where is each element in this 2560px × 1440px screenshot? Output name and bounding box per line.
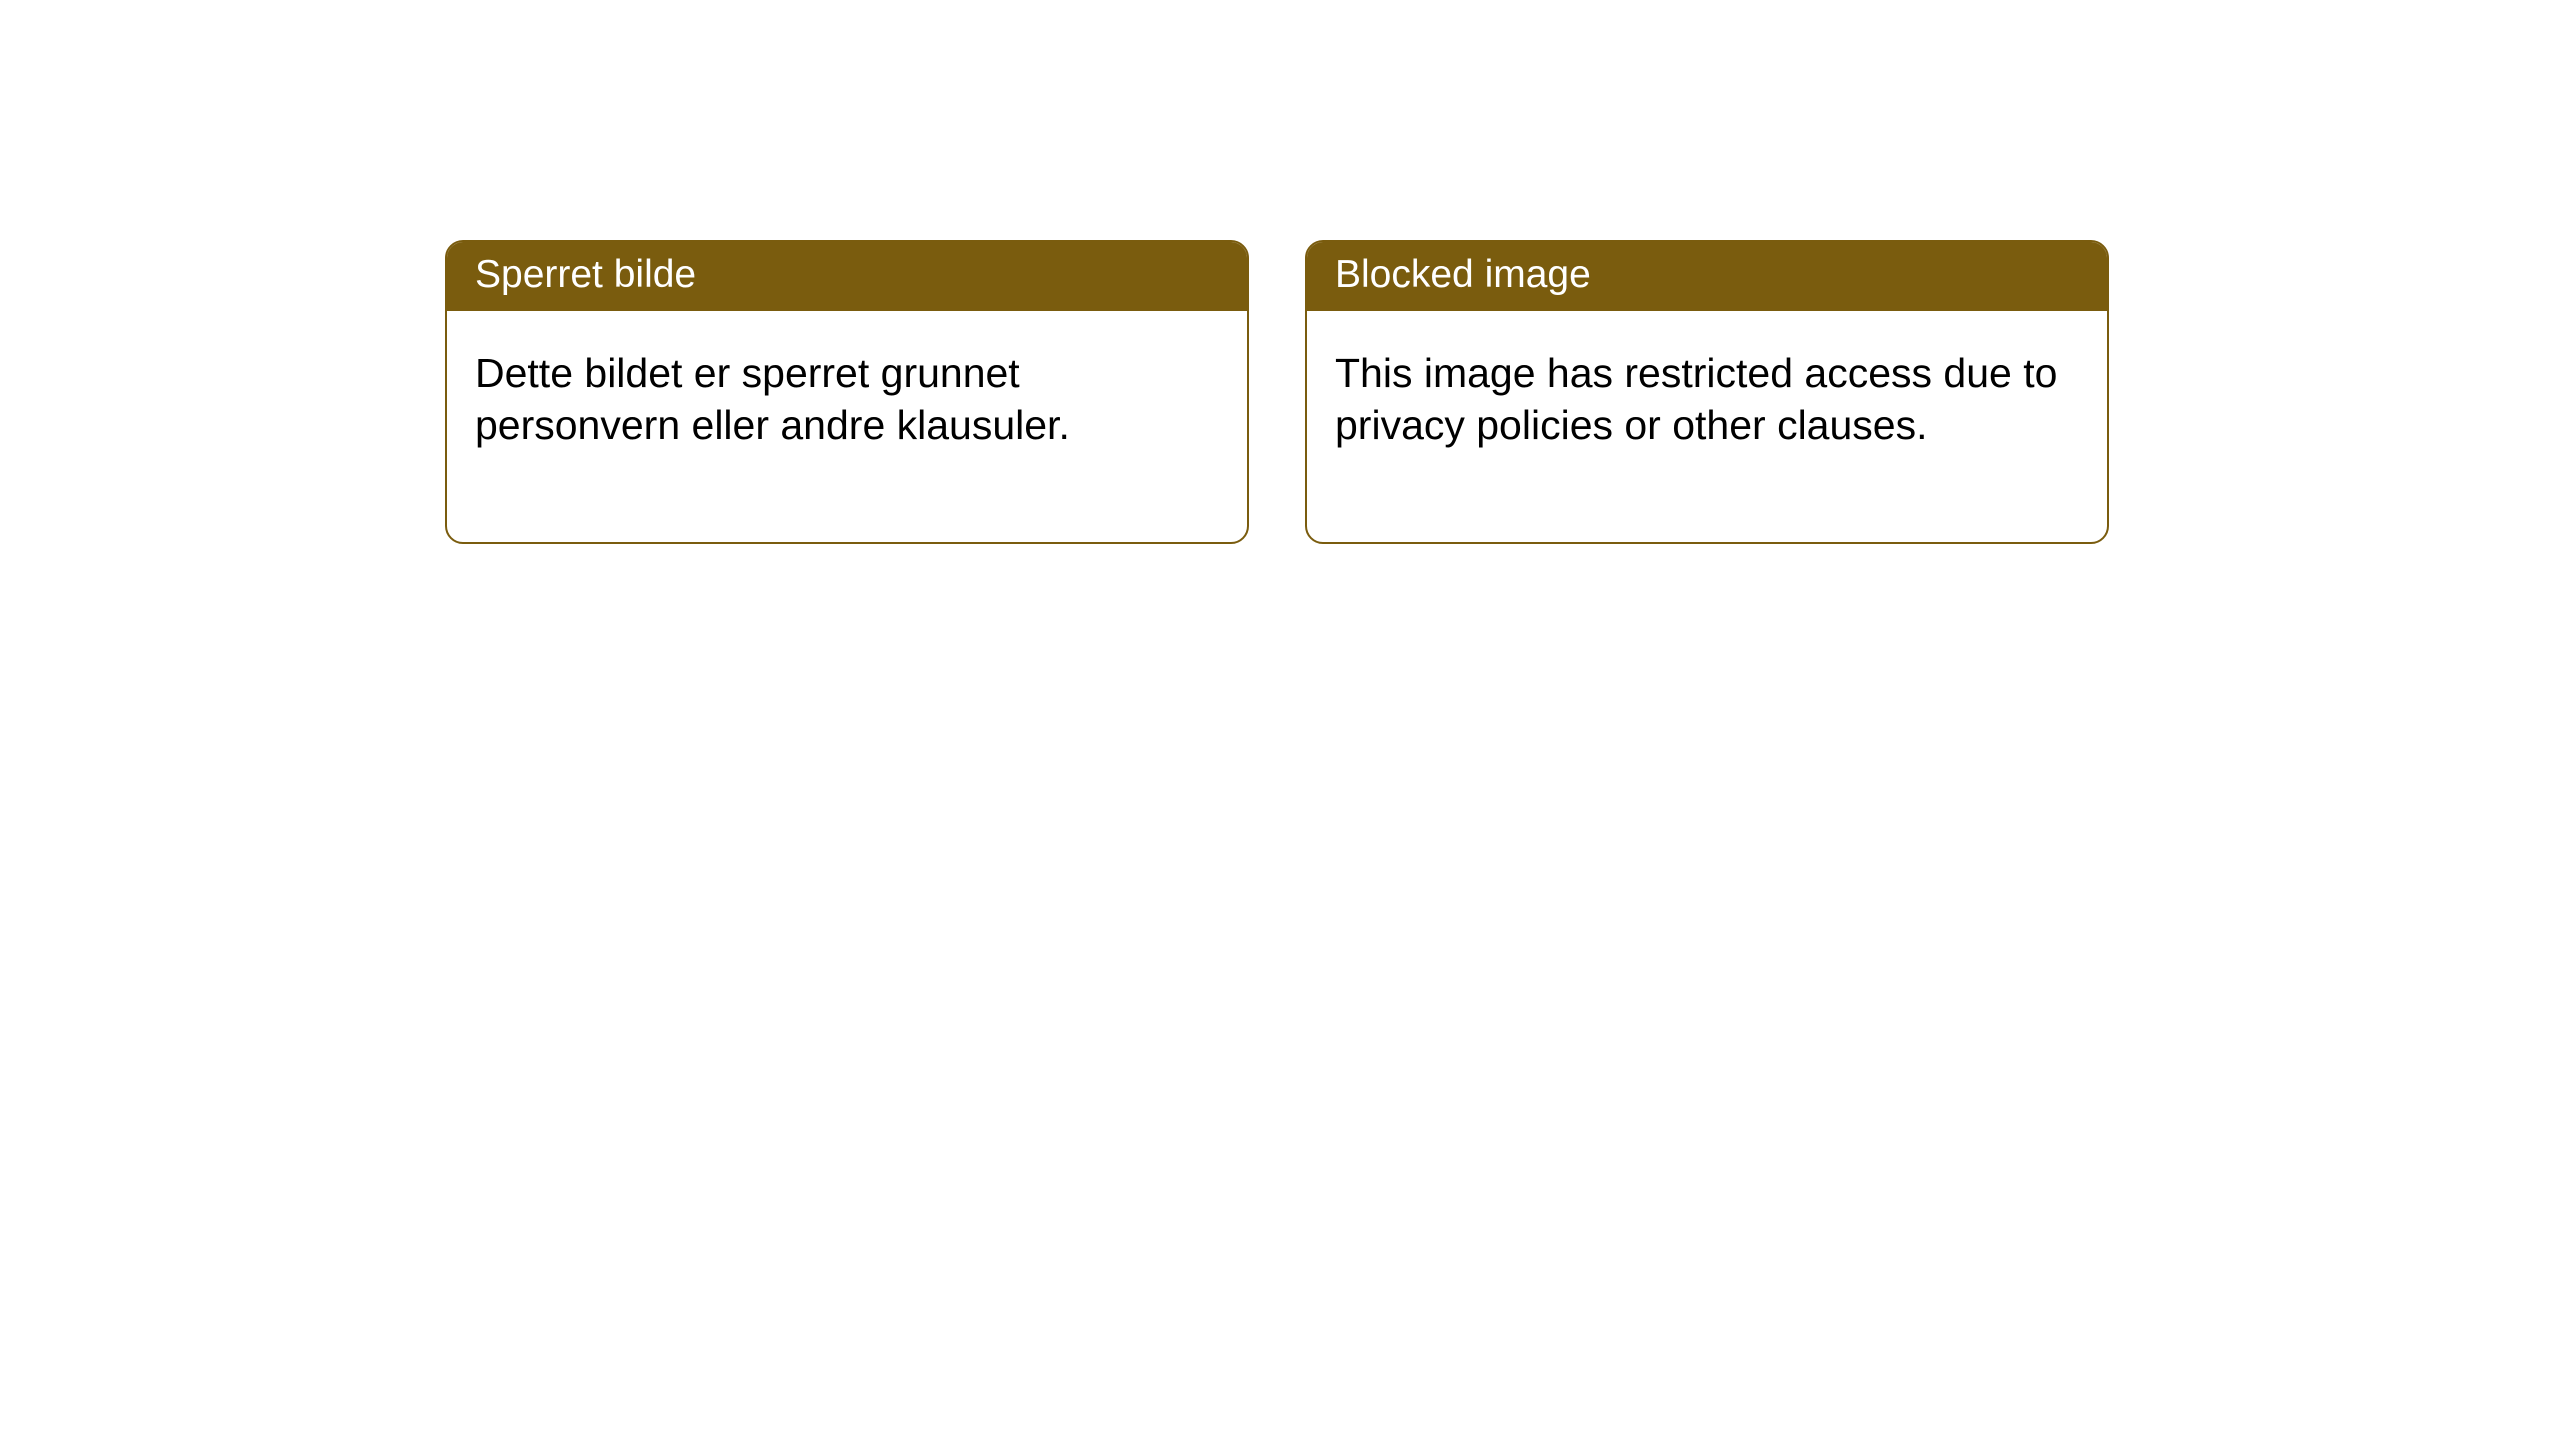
card-body-english: This image has restricted access due to … — [1307, 311, 2107, 542]
card-norwegian: Sperret bilde Dette bildet er sperret gr… — [445, 240, 1249, 544]
cards-container: Sperret bilde Dette bildet er sperret gr… — [445, 240, 2109, 544]
card-header-norwegian: Sperret bilde — [447, 242, 1247, 311]
card-english: Blocked image This image has restricted … — [1305, 240, 2109, 544]
card-header-english: Blocked image — [1307, 242, 2107, 311]
card-body-norwegian: Dette bildet er sperret grunnet personve… — [447, 311, 1247, 542]
